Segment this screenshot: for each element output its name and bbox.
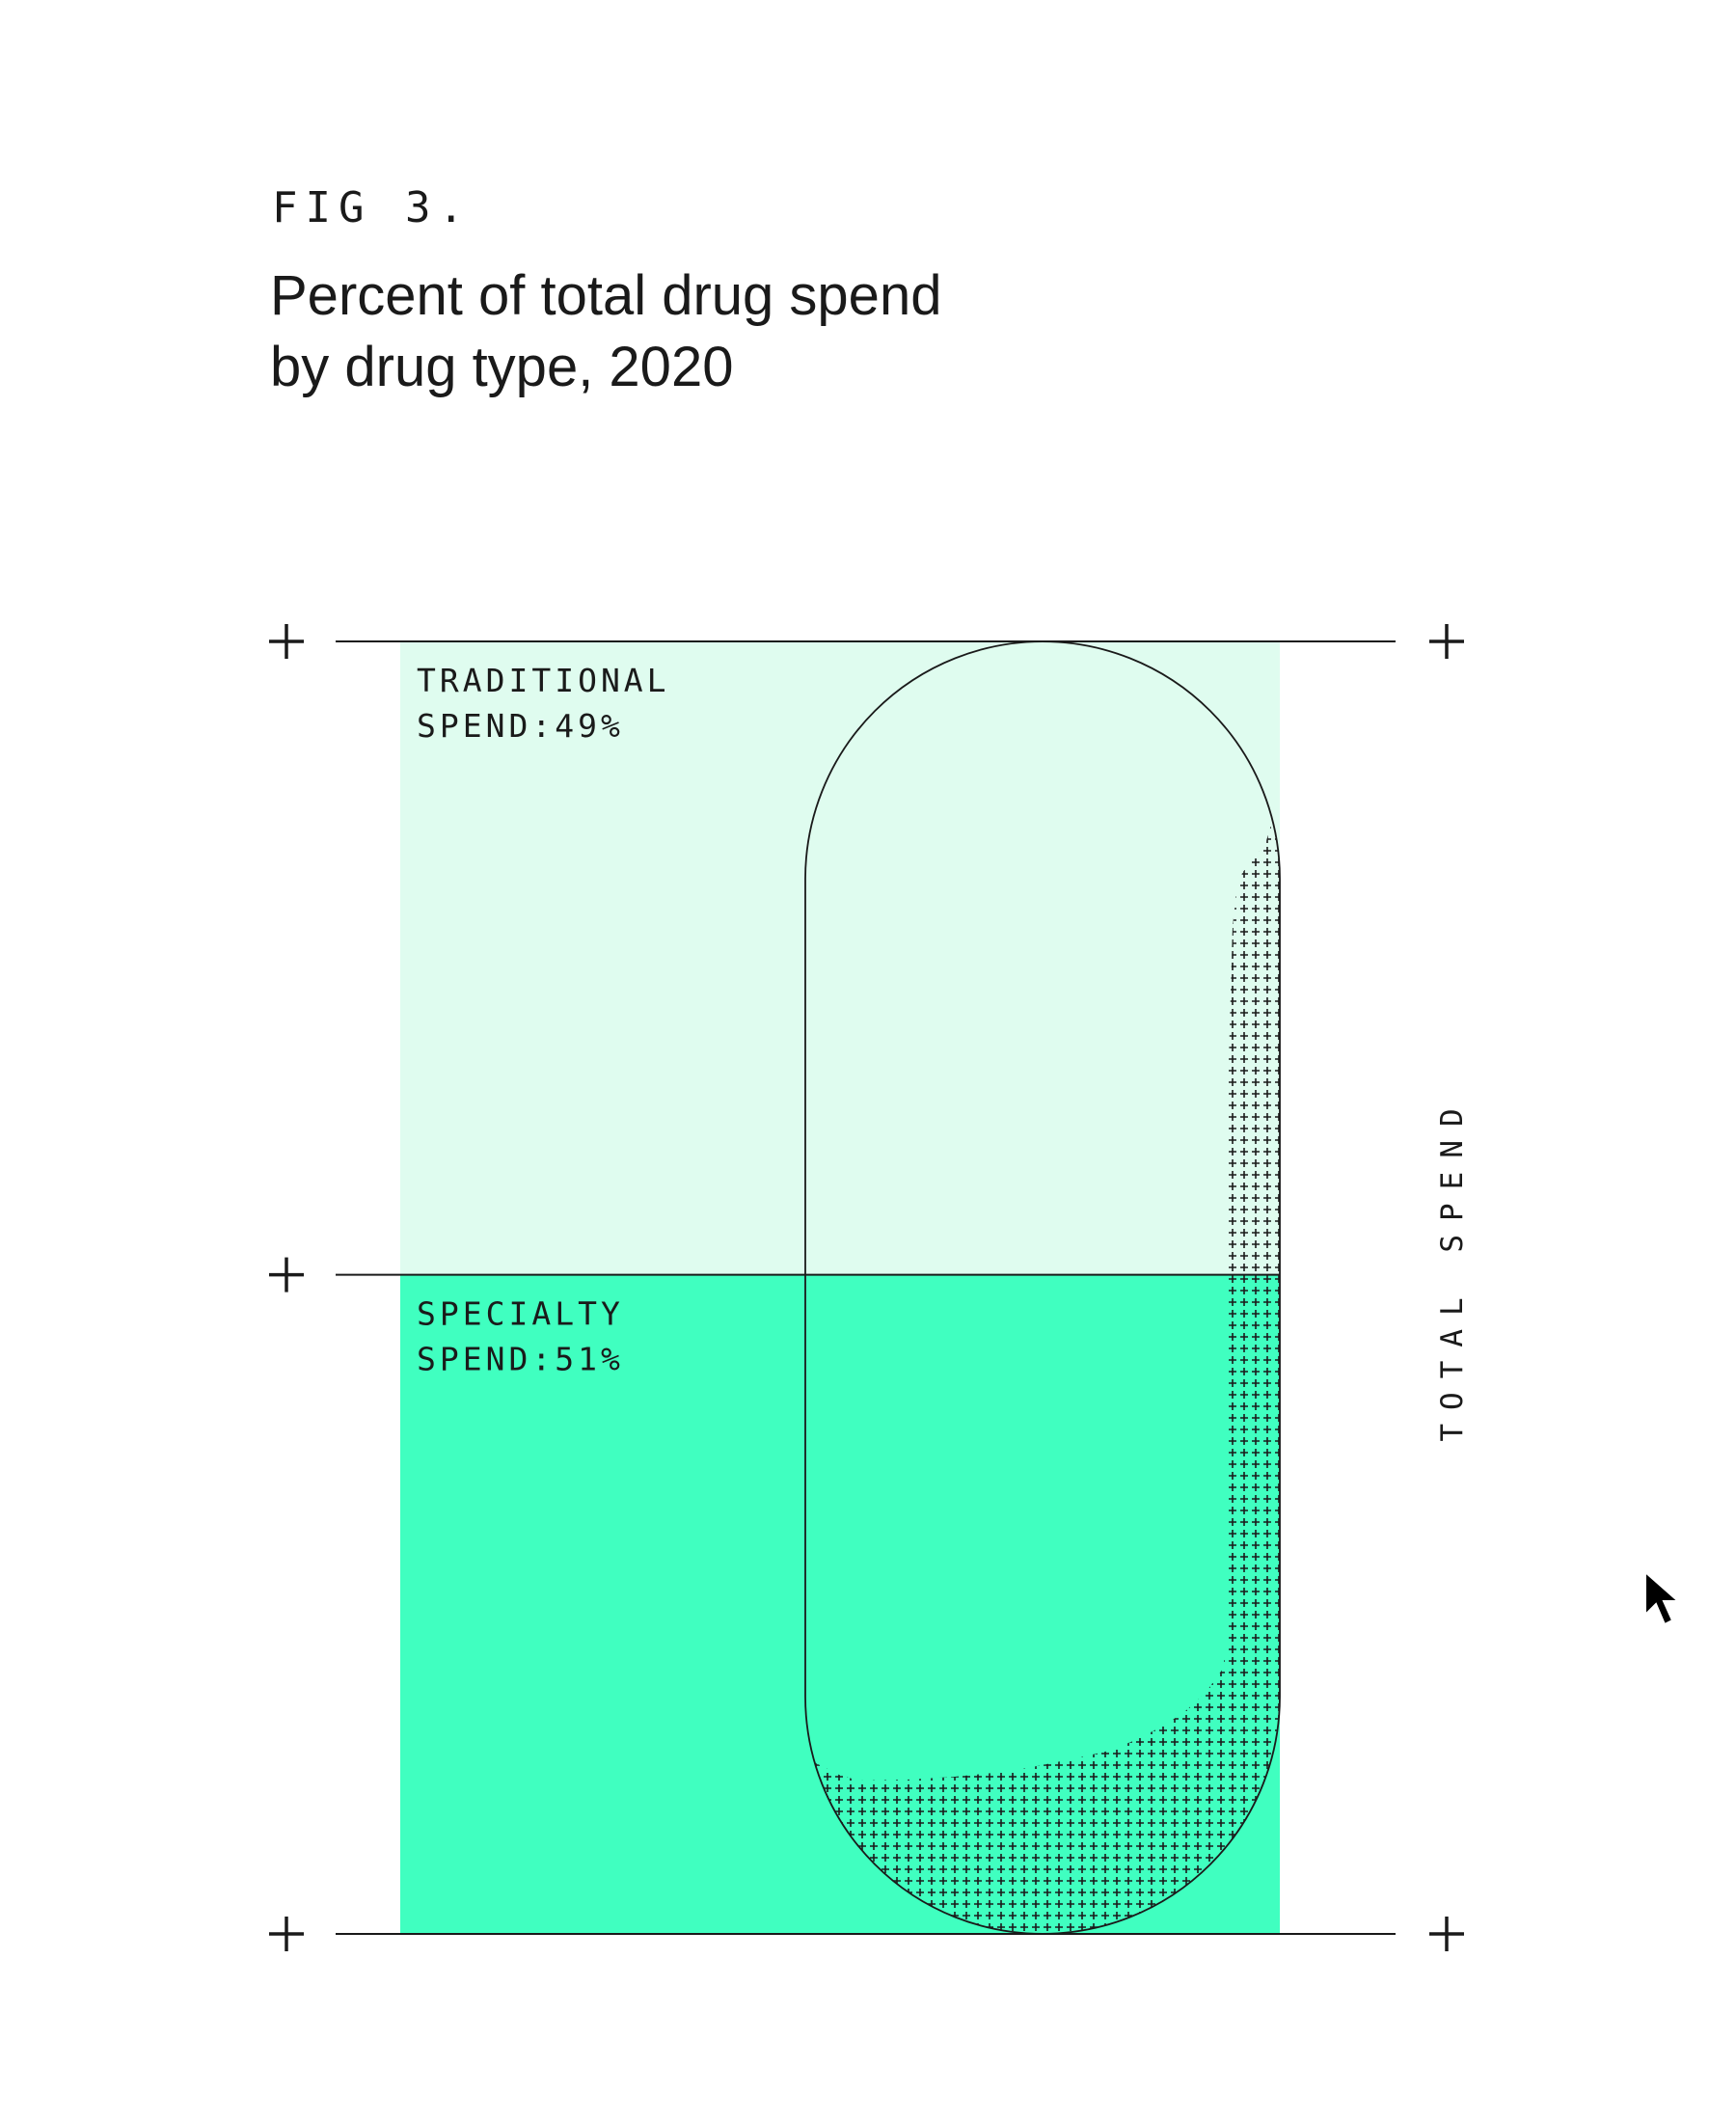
traditional-spend-label: TRADITIONAL SPEND:49% xyxy=(417,662,670,745)
pill-fill-group xyxy=(805,641,1280,1934)
figure-label: FIG 3. xyxy=(272,183,472,232)
specialty-spend-label-line-2: SPEND:51% xyxy=(417,1341,624,1378)
chart-title: Percent of total drug spend by drug type… xyxy=(270,260,1138,403)
chart-title-line-1: Percent of total drug spend xyxy=(270,264,942,327)
plus-icon xyxy=(1429,624,1464,659)
traditional-spend-label-line-2: SPEND:49% xyxy=(417,707,624,745)
total-spend-axis-label: TOTAL SPEND xyxy=(1435,1095,1470,1441)
plus-icon xyxy=(269,1917,304,1951)
plus-icon xyxy=(269,624,304,659)
pill-hatch-fill xyxy=(805,815,1280,1934)
cursor-arrow-icon xyxy=(1644,1569,1681,1626)
chart-root: TRADITIONAL SPEND:49% SPECIALTY SPEND:51% TO… xyxy=(269,624,1470,1951)
chart-title-line-2: by drug type, 2020 xyxy=(270,336,734,398)
plus-icon xyxy=(1429,1917,1464,1951)
specialty-spend-label: SPECIALTY SPEND:51% xyxy=(417,1295,624,1378)
traditional-spend-label-line-1: TRADITIONAL xyxy=(417,662,670,699)
plus-icon xyxy=(269,1257,304,1292)
pill-outline xyxy=(804,640,1281,1935)
pill-top-half xyxy=(805,641,1280,1275)
specialty-spend-label-line-1: SPECIALTY xyxy=(417,1295,624,1333)
